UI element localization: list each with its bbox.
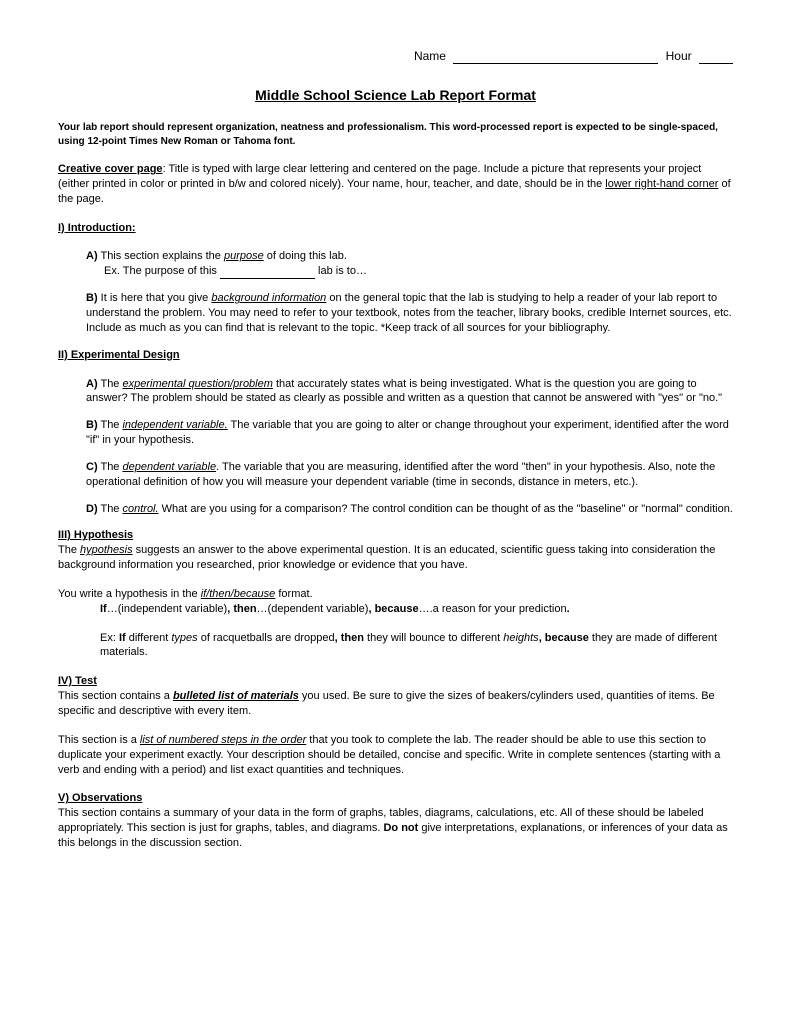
cover-page-para: Creative cover page: Title is typed with… (58, 162, 733, 207)
section-4-heading: IV) Test (58, 674, 733, 689)
s4-p1: This section contains a bulleted list of… (58, 689, 733, 719)
name-label: Name (414, 49, 446, 63)
hour-blank (699, 51, 733, 64)
header-name-hour: Name Hour (58, 48, 733, 64)
section-5-heading: V) Observations (58, 791, 733, 806)
s2-item-c: C) The dependent variable. The variable … (86, 460, 733, 490)
cover-label: Creative cover page (58, 163, 163, 175)
s3-format: If…(independent variable), then…(depende… (100, 602, 733, 617)
name-blank (453, 51, 658, 64)
s3-p1: The hypothesis suggests an answer to the… (58, 543, 733, 573)
s4-p2: This section is a list of numbered steps… (58, 733, 733, 778)
s5-p1: This section contains a summary of your … (58, 806, 733, 851)
s3-example: Ex: If different types of racquetballs a… (100, 631, 733, 661)
hour-label: Hour (666, 49, 692, 63)
s2-item-d: D) The control. What are you using for a… (86, 502, 733, 517)
s3-p2: You write a hypothesis in the if/then/be… (58, 587, 733, 602)
section-3-heading: III) Hypothesis (58, 528, 733, 543)
section-1-heading: I) Introduction: (58, 221, 733, 236)
s2-item-a: A) The experimental question/problem tha… (86, 377, 733, 407)
intro-note: Your lab report should represent organiz… (58, 121, 733, 148)
s1-item-b: B) It is here that you give background i… (86, 291, 733, 336)
s2-item-b: B) The independent variable. The variabl… (86, 418, 733, 448)
section-2-heading: II) Experimental Design (58, 348, 733, 363)
page-title: Middle School Science Lab Report Format (58, 86, 733, 105)
s1-item-a: A) This section explains the purpose of … (86, 249, 733, 279)
purpose-blank (220, 267, 315, 279)
